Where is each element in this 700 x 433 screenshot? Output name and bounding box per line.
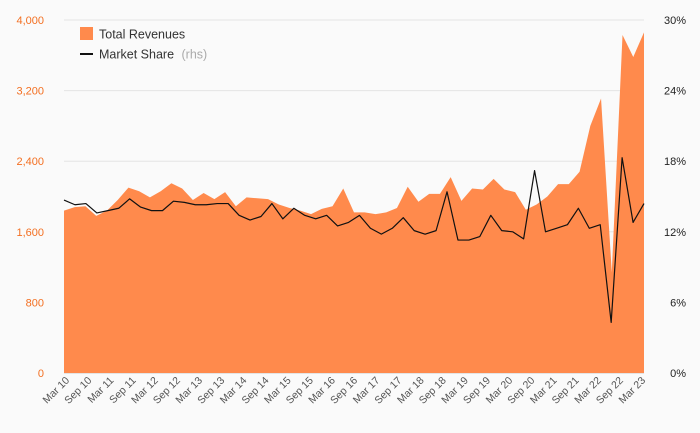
right-axis-tick-label: 12% bbox=[664, 227, 686, 239]
legend-label-rhs-suffix: (rhs) bbox=[182, 48, 208, 62]
legend-label-market-share: Market Share bbox=[99, 48, 174, 62]
left-axis-tick-label: 0 bbox=[38, 368, 44, 380]
right-axis-tick-label: 6% bbox=[670, 297, 686, 309]
market-share-line-layer bbox=[63, 157, 645, 323]
legend-label-total-revenues: Total Revenues bbox=[99, 28, 185, 42]
right-axis-tick-label: 30% bbox=[664, 15, 686, 27]
left-axis-tick-label: 800 bbox=[26, 297, 44, 309]
right-axis-tick-label: 24% bbox=[664, 86, 686, 98]
legend: Total Revenues Market Share (rhs) bbox=[80, 27, 207, 62]
left-axis-tick-label: 4,000 bbox=[16, 15, 44, 27]
right-axis-tick-label: 0% bbox=[670, 368, 686, 380]
left-axis-ticks: 0 800 1,600 2,400 3,200 4,000 bbox=[16, 15, 44, 380]
left-axis-tick-label: 2,400 bbox=[16, 156, 44, 168]
revenue-area-layer bbox=[64, 32, 644, 374]
market-share-line bbox=[63, 157, 645, 323]
svg-text:Market Share (rhs): Market Share (rhs) bbox=[99, 48, 207, 62]
total-revenues-area bbox=[64, 32, 644, 374]
right-axis-tick-label: 18% bbox=[664, 156, 686, 168]
legend-swatch-total-revenues bbox=[80, 27, 93, 40]
left-axis-tick-label: 1,600 bbox=[16, 227, 44, 239]
right-axis-ticks: 0% 6% 12% 18% 24% 30% bbox=[664, 15, 686, 380]
left-axis-tick-label: 3,200 bbox=[16, 86, 44, 98]
